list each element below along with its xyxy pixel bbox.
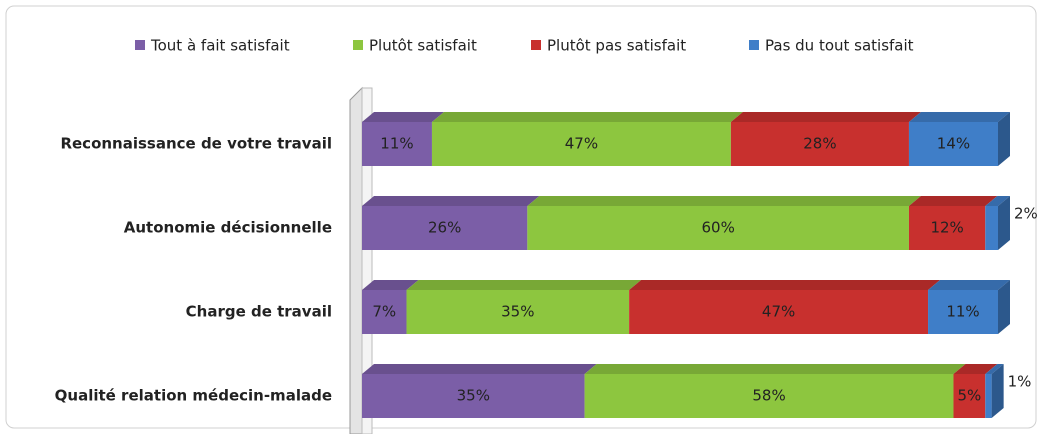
bar-top — [362, 364, 597, 374]
bar-segment — [928, 280, 1010, 334]
bar-side — [998, 112, 1010, 166]
bar-segment — [406, 280, 642, 334]
bar-segment — [584, 364, 966, 418]
bar-side — [998, 196, 1010, 250]
bar-segment — [362, 196, 540, 250]
data-label: 1% — [1008, 373, 1032, 391]
data-label: 60% — [701, 219, 734, 237]
bar-top — [584, 364, 966, 374]
legend-swatch — [135, 40, 145, 50]
bar-side — [998, 280, 1010, 334]
bar-front — [985, 374, 992, 418]
bar-front — [985, 206, 998, 250]
bar-top — [629, 280, 941, 290]
bar-segment — [985, 364, 1004, 418]
bar-segment — [908, 112, 1010, 166]
bar-segment — [527, 196, 921, 250]
data-label: 26% — [428, 219, 461, 237]
bar-front — [629, 290, 929, 334]
category-label: Qualité relation médecin-malade — [55, 387, 332, 405]
bar-top — [928, 280, 1010, 290]
bar-top — [362, 112, 444, 122]
bar-segment — [362, 112, 444, 166]
side-wall — [349, 86, 363, 435]
data-label: 58% — [752, 387, 785, 405]
bar-top — [362, 280, 419, 290]
bar-segment — [362, 280, 419, 334]
bar-segment — [908, 196, 998, 250]
bar-top — [406, 280, 642, 290]
data-label: 47% — [565, 135, 598, 153]
bar-front — [584, 374, 954, 418]
bar-front — [362, 206, 528, 250]
bar-top — [362, 196, 540, 206]
legend-label: Tout à fait satisfait — [150, 37, 290, 55]
bar-top — [953, 364, 998, 374]
data-label: 47% — [762, 303, 795, 321]
bar-top — [985, 364, 1004, 374]
data-label: 35% — [457, 387, 490, 405]
data-label: 11% — [380, 135, 413, 153]
bar-segment — [431, 112, 743, 166]
data-label: 12% — [930, 219, 963, 237]
bar-segment — [730, 112, 921, 166]
bar-front — [362, 290, 407, 334]
bar-top — [431, 112, 743, 122]
data-label: 35% — [501, 303, 534, 321]
bar-front — [928, 290, 998, 334]
bar-top — [908, 196, 998, 206]
bar-front — [527, 206, 909, 250]
bar-segment — [629, 280, 941, 334]
data-label: 28% — [803, 135, 836, 153]
bar-front — [730, 122, 909, 166]
bar-front — [431, 122, 731, 166]
bar-segment — [362, 364, 597, 418]
data-label: 7% — [372, 303, 396, 321]
bar-side — [991, 364, 1004, 418]
bar-front — [362, 374, 585, 418]
category-label: Charge de travail — [186, 303, 332, 321]
bar-front — [406, 290, 630, 334]
data-label: 14% — [937, 135, 970, 153]
legend-label: Plutôt satisfait — [369, 37, 477, 55]
bar-segment — [985, 196, 1010, 250]
bar-top — [985, 196, 1010, 206]
bar-top — [730, 112, 921, 122]
bar-segment — [953, 364, 998, 418]
legend-swatch — [353, 40, 363, 50]
category-label: Autonomie décisionnelle — [124, 219, 332, 237]
bar-front — [953, 374, 986, 418]
bar-front — [908, 122, 998, 166]
category-label: Reconnaissance de votre travail — [60, 135, 332, 153]
legend-label: Plutôt pas satisfait — [547, 37, 686, 55]
data-label: 5% — [957, 387, 981, 405]
legend-swatch — [749, 40, 759, 50]
bar-front — [362, 122, 432, 166]
legend-label: Pas du tout satisfait — [765, 37, 914, 55]
data-label: 11% — [946, 303, 979, 321]
bar-top — [527, 196, 921, 206]
bar-front — [908, 206, 986, 250]
legend-swatch — [531, 40, 541, 50]
data-label: 2% — [1014, 205, 1038, 223]
bar-top — [908, 112, 1010, 122]
